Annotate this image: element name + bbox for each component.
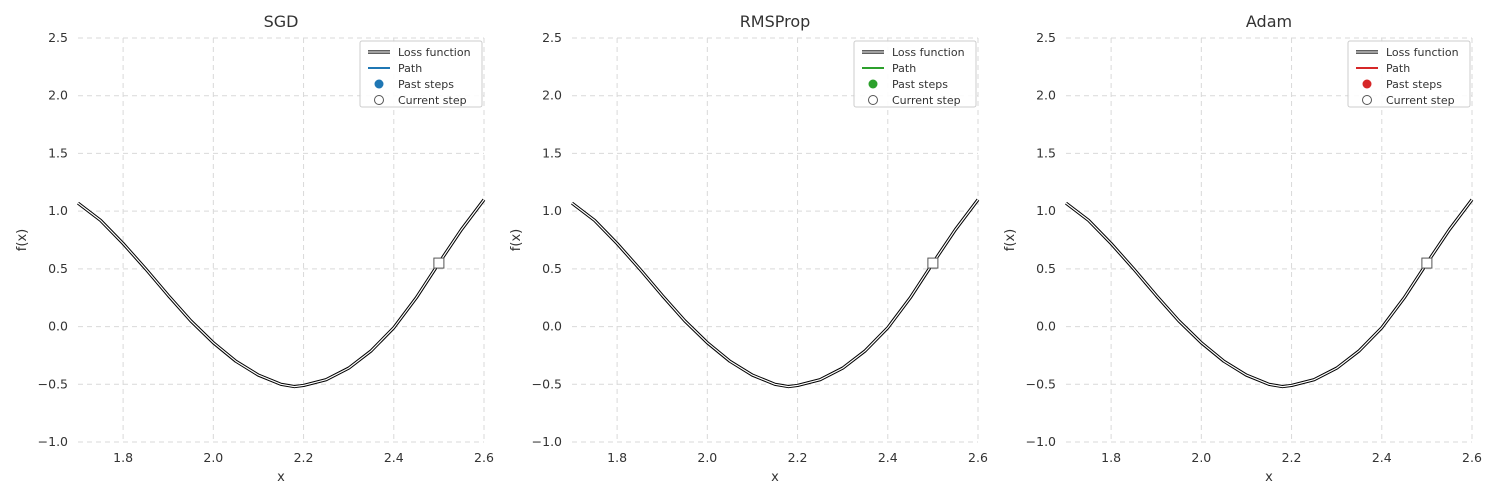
x-tick-label: 2.6: [968, 450, 988, 465]
legend-entry-label: Path: [398, 62, 422, 75]
legend-entry-label: Path: [892, 62, 916, 75]
y-tick-label: 0.5: [48, 261, 68, 276]
chart-title: Adam: [1246, 12, 1292, 31]
x-tick-label: 2.6: [1462, 450, 1482, 465]
legend-box: [1347, 40, 1471, 108]
legend-entry-label: Past steps: [398, 78, 454, 91]
y-tick-label: 1.5: [48, 145, 68, 160]
x-tick-label: 2.2: [788, 450, 808, 465]
y-tick-label: 2.5: [48, 30, 68, 45]
x-axis-label: x: [277, 470, 285, 485]
y-tick-label: −1.0: [38, 434, 68, 449]
legend-entry-label: Loss function: [398, 46, 471, 59]
chart-title: RMSProp: [740, 12, 811, 31]
y-axis-label: f(x): [509, 229, 524, 251]
current-step-marker: [927, 257, 939, 269]
legend-entry-label: Current step: [1386, 94, 1455, 107]
y-tick-label: 1.0: [542, 203, 562, 218]
x-axis-label: x: [1265, 470, 1273, 485]
x-tick-label: 2.4: [878, 450, 898, 465]
legend-current-step-marker: [1362, 95, 1372, 105]
x-tick-label: 1.8: [607, 450, 627, 465]
legend-entry-label: Past steps: [892, 78, 948, 91]
legend-past-steps-marker: [374, 79, 384, 89]
loss-function-line-inner: [77, 199, 485, 388]
legend-current-step-marker: [374, 95, 384, 105]
y-tick-label: 0.0: [542, 319, 562, 334]
y-tick-label: 0.5: [542, 261, 562, 276]
legend-entry-label: Loss function: [892, 46, 965, 59]
y-tick-label: 1.5: [1036, 145, 1056, 160]
current-step-marker: [1421, 257, 1433, 269]
legend: Loss function Path Past steps Current step: [853, 40, 977, 108]
y-tick-label: 0.0: [48, 319, 68, 334]
loss-function-line-inner: [571, 199, 979, 388]
x-tick-label: 2.0: [203, 450, 223, 465]
legend: Loss function Path Past steps Current step: [1347, 40, 1471, 108]
y-tick-label: −1.0: [1026, 434, 1056, 449]
loss-function-line: [571, 198, 980, 389]
y-tick-label: 1.5: [542, 145, 562, 160]
legend-past-steps-marker: [1362, 79, 1372, 89]
loss-function-line: [1065, 198, 1474, 389]
legend-entry-label: Path: [1386, 62, 1410, 75]
y-tick-label: 2.5: [542, 30, 562, 45]
y-tick-label: −1.0: [532, 434, 562, 449]
x-tick-label: 2.4: [384, 450, 404, 465]
current-step-marker: [433, 257, 445, 269]
y-axis-label: f(x): [15, 229, 30, 251]
y-tick-label: 2.0: [542, 88, 562, 103]
x-axis-label: x: [771, 470, 779, 485]
chart-panel-1: RMSProp −1.0 −0.5 0.0 0.5 1.0 1.5 2.0 2.5 1.8 2.0 2…: [509, 12, 988, 485]
y-tick-label: 0.5: [1036, 261, 1056, 276]
x-tick-label: 2.4: [1372, 450, 1392, 465]
legend-entry-label: Loss function: [1386, 46, 1459, 59]
y-tick-label: 2.0: [48, 88, 68, 103]
y-tick-label: 0.0: [1036, 319, 1056, 334]
legend-current-step-marker: [868, 95, 878, 105]
chart-panel-0: SGD −1.0 −0.5 0.0 0.5 1.0 1.5 2.0 2.5 1.8 2.0 2.2 2.…: [15, 12, 494, 485]
y-axis-label: f(x): [1003, 229, 1018, 251]
x-tick-label: 2.6: [474, 450, 494, 465]
x-tick-label: 2.2: [294, 450, 314, 465]
y-tick-label: −0.5: [38, 376, 68, 391]
y-tick-label: 1.0: [1036, 203, 1056, 218]
legend-past-steps-marker: [868, 79, 878, 89]
chart-panel-2: Adam −1.0 −0.5 0.0 0.5 1.0 1.5 2.0 2.5 1.8 2.0 2.2 2…: [1003, 12, 1482, 485]
legend-box: [359, 40, 483, 108]
y-tick-label: −0.5: [1026, 376, 1056, 391]
legend-entry-label: Past steps: [1386, 78, 1442, 91]
x-tick-label: 2.0: [1191, 450, 1211, 465]
y-tick-label: 1.0: [48, 203, 68, 218]
legend: Loss function Path Past steps Current step: [359, 40, 483, 108]
legend-entry-label: Current step: [892, 94, 961, 107]
x-tick-label: 2.0: [697, 450, 717, 465]
legend-entry-label: Current step: [398, 94, 467, 107]
chart-title: SGD: [264, 12, 299, 31]
x-tick-label: 2.2: [1282, 450, 1302, 465]
y-tick-label: 2.0: [1036, 88, 1056, 103]
legend-box: [853, 40, 977, 108]
y-tick-label: 2.5: [1036, 30, 1056, 45]
loss-function-line-inner: [1065, 199, 1473, 388]
y-tick-label: −0.5: [532, 376, 562, 391]
x-tick-label: 1.8: [113, 450, 133, 465]
loss-function-line: [77, 198, 486, 389]
x-tick-label: 1.8: [1101, 450, 1121, 465]
